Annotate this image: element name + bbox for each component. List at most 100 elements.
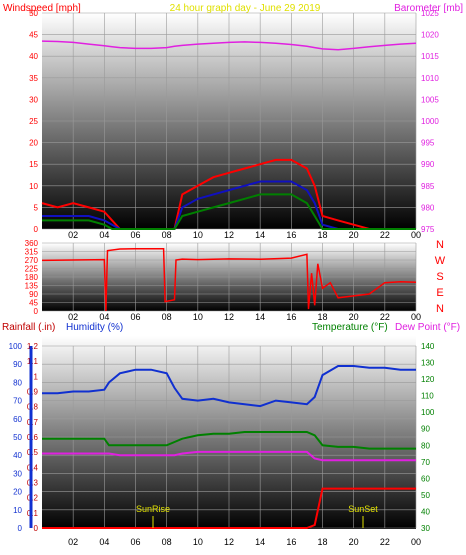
x-tick-label: 12 bbox=[224, 230, 234, 240]
y-tick-label: 45 bbox=[29, 31, 38, 40]
y-tick-label: 360 bbox=[25, 239, 39, 248]
y-tick-label: 30 bbox=[13, 469, 22, 478]
compass-label: N bbox=[436, 239, 444, 251]
y-tick-label: 0 bbox=[34, 524, 39, 533]
y-tick-label: 1.1 bbox=[27, 357, 39, 366]
lower-grid bbox=[42, 345, 417, 529]
x-tick-label: 16 bbox=[286, 537, 296, 547]
x-tick-label: 08 bbox=[162, 230, 172, 240]
y-tick-label: 0 bbox=[34, 307, 39, 316]
x-tick-label: 22 bbox=[380, 230, 390, 240]
y-tick-label: 0.9 bbox=[27, 388, 39, 397]
y-tick-label: 80 bbox=[13, 378, 22, 387]
barometer-axis-title: Barometer [mb] bbox=[394, 3, 463, 14]
lower-series-layer bbox=[42, 365, 416, 529]
y-tick-label: 10 bbox=[29, 182, 38, 191]
humidity-axis-title: Humidity (%) bbox=[66, 322, 123, 333]
compass-label: S bbox=[436, 271, 443, 283]
y-tick-label: 985 bbox=[421, 182, 435, 191]
y-tick-label: 1010 bbox=[421, 74, 439, 83]
x-tick-label: 16 bbox=[286, 312, 296, 322]
x-tick-label: 12 bbox=[224, 312, 234, 322]
y-tick-label: 0 bbox=[18, 524, 23, 533]
y-tick-label: 60 bbox=[421, 474, 430, 483]
y-tick-label: 10 bbox=[13, 506, 22, 515]
y-tick-label: 110 bbox=[421, 392, 434, 401]
y-tick-label: 225 bbox=[25, 265, 39, 274]
sunrise-label: SunRise bbox=[136, 504, 170, 514]
y-tick-label: 0.7 bbox=[27, 418, 39, 427]
x-tick-label: 06 bbox=[130, 537, 140, 547]
series-dew-point bbox=[42, 450, 416, 462]
y-tick-label: 30 bbox=[29, 95, 38, 104]
x-tick-label: 14 bbox=[255, 537, 265, 547]
y-tick-label: 315 bbox=[25, 248, 39, 257]
y-tick-label: 45 bbox=[29, 299, 38, 308]
compass-label: W bbox=[435, 255, 446, 267]
y-tick-label: 180 bbox=[25, 273, 39, 282]
windspeed-axis-title: Windspeed [mph] bbox=[3, 3, 81, 14]
x-tick-label: 10 bbox=[193, 230, 203, 240]
y-tick-label: 20 bbox=[13, 488, 22, 497]
y-tick-label: 50 bbox=[29, 9, 38, 18]
y-tick-label: 130 bbox=[421, 359, 435, 368]
rainfall-axis-title: Rainfall (.in) bbox=[2, 322, 55, 333]
y-tick-label: 995 bbox=[421, 139, 435, 148]
y-tick-label: 35 bbox=[29, 74, 38, 83]
rainfall-tick-labels: 0 0.1 0.2 0.3 0.4 0.5 0.6 0.7 0.8 0.9 1 1.1 1.2 bbox=[27, 342, 39, 533]
y-tick-label: 0.2 bbox=[27, 494, 39, 503]
x-tick-label: 12 bbox=[224, 537, 234, 547]
x-tick-label: 20 bbox=[349, 312, 359, 322]
x-tick-label: 04 bbox=[99, 230, 109, 240]
y-tick-label: 0.1 bbox=[27, 509, 39, 518]
x-tick-label: 02 bbox=[68, 230, 78, 240]
y-tick-label: 0.8 bbox=[27, 403, 39, 412]
x-tick-label: 02 bbox=[68, 312, 78, 322]
series-barometer bbox=[41, 40, 417, 51]
y-tick-label: 70 bbox=[13, 397, 22, 406]
y-tick-label: 1015 bbox=[421, 52, 439, 61]
x-tick-label: 08 bbox=[162, 312, 172, 322]
series-rainfall bbox=[42, 487, 416, 529]
y-tick-label: 0.4 bbox=[27, 463, 39, 472]
x-tick-label: 06 bbox=[130, 312, 140, 322]
chart-title: 24 hour graph day - June 29 2019 bbox=[170, 3, 321, 14]
humidity-tick-labels: 0 10 20 30 40 50 60 70 80 90 100 bbox=[9, 342, 23, 533]
y-tick-label: 40 bbox=[13, 451, 22, 460]
x-tick-label: 00 bbox=[411, 312, 421, 322]
temperature-tick-labels: 30 40 50 60 70 80 90 100 110 120 130 140 bbox=[421, 342, 435, 533]
x-tick-label: 00 bbox=[411, 537, 421, 547]
series-temperature bbox=[42, 431, 416, 450]
x-tick-label: 22 bbox=[380, 312, 390, 322]
wind-series-layer bbox=[41, 40, 417, 230]
x-tick-label: 10 bbox=[193, 537, 203, 547]
series-direction bbox=[41, 247, 417, 312]
y-tick-label: 50 bbox=[421, 491, 430, 500]
x-tick-label: 20 bbox=[349, 537, 359, 547]
x-tick-label: 14 bbox=[255, 312, 265, 322]
y-tick-label: 90 bbox=[13, 360, 22, 369]
y-tick-label: 1020 bbox=[421, 31, 439, 40]
y-tick-label: 40 bbox=[29, 52, 38, 61]
y-tick-label: 0.5 bbox=[27, 448, 39, 457]
y-tick-label: 50 bbox=[13, 433, 22, 442]
x-tick-label: 18 bbox=[317, 537, 327, 547]
y-tick-label: 1025 bbox=[421, 9, 439, 18]
x-tick-label: 10 bbox=[193, 312, 203, 322]
x-tick-label: 14 bbox=[255, 230, 265, 240]
temperature-axis-title: Temperature (°F) bbox=[312, 322, 388, 333]
direction-x-tick-labels: 02 04 06 08 10 12 14 16 18 20 22 00 bbox=[68, 312, 421, 322]
y-tick-label: 120 bbox=[421, 375, 435, 384]
x-tick-label: 22 bbox=[380, 537, 390, 547]
lower-x-tick-labels: 02 04 06 08 10 12 14 16 18 20 22 00 bbox=[68, 537, 421, 547]
x-tick-label: 18 bbox=[317, 230, 327, 240]
y-tick-label: 975 bbox=[421, 225, 435, 234]
y-tick-label: 30 bbox=[421, 524, 430, 533]
y-tick-label: 15 bbox=[29, 160, 38, 169]
y-tick-label: 1005 bbox=[421, 95, 439, 104]
y-tick-label: 1 bbox=[34, 372, 39, 381]
y-tick-label: 100 bbox=[9, 342, 23, 351]
